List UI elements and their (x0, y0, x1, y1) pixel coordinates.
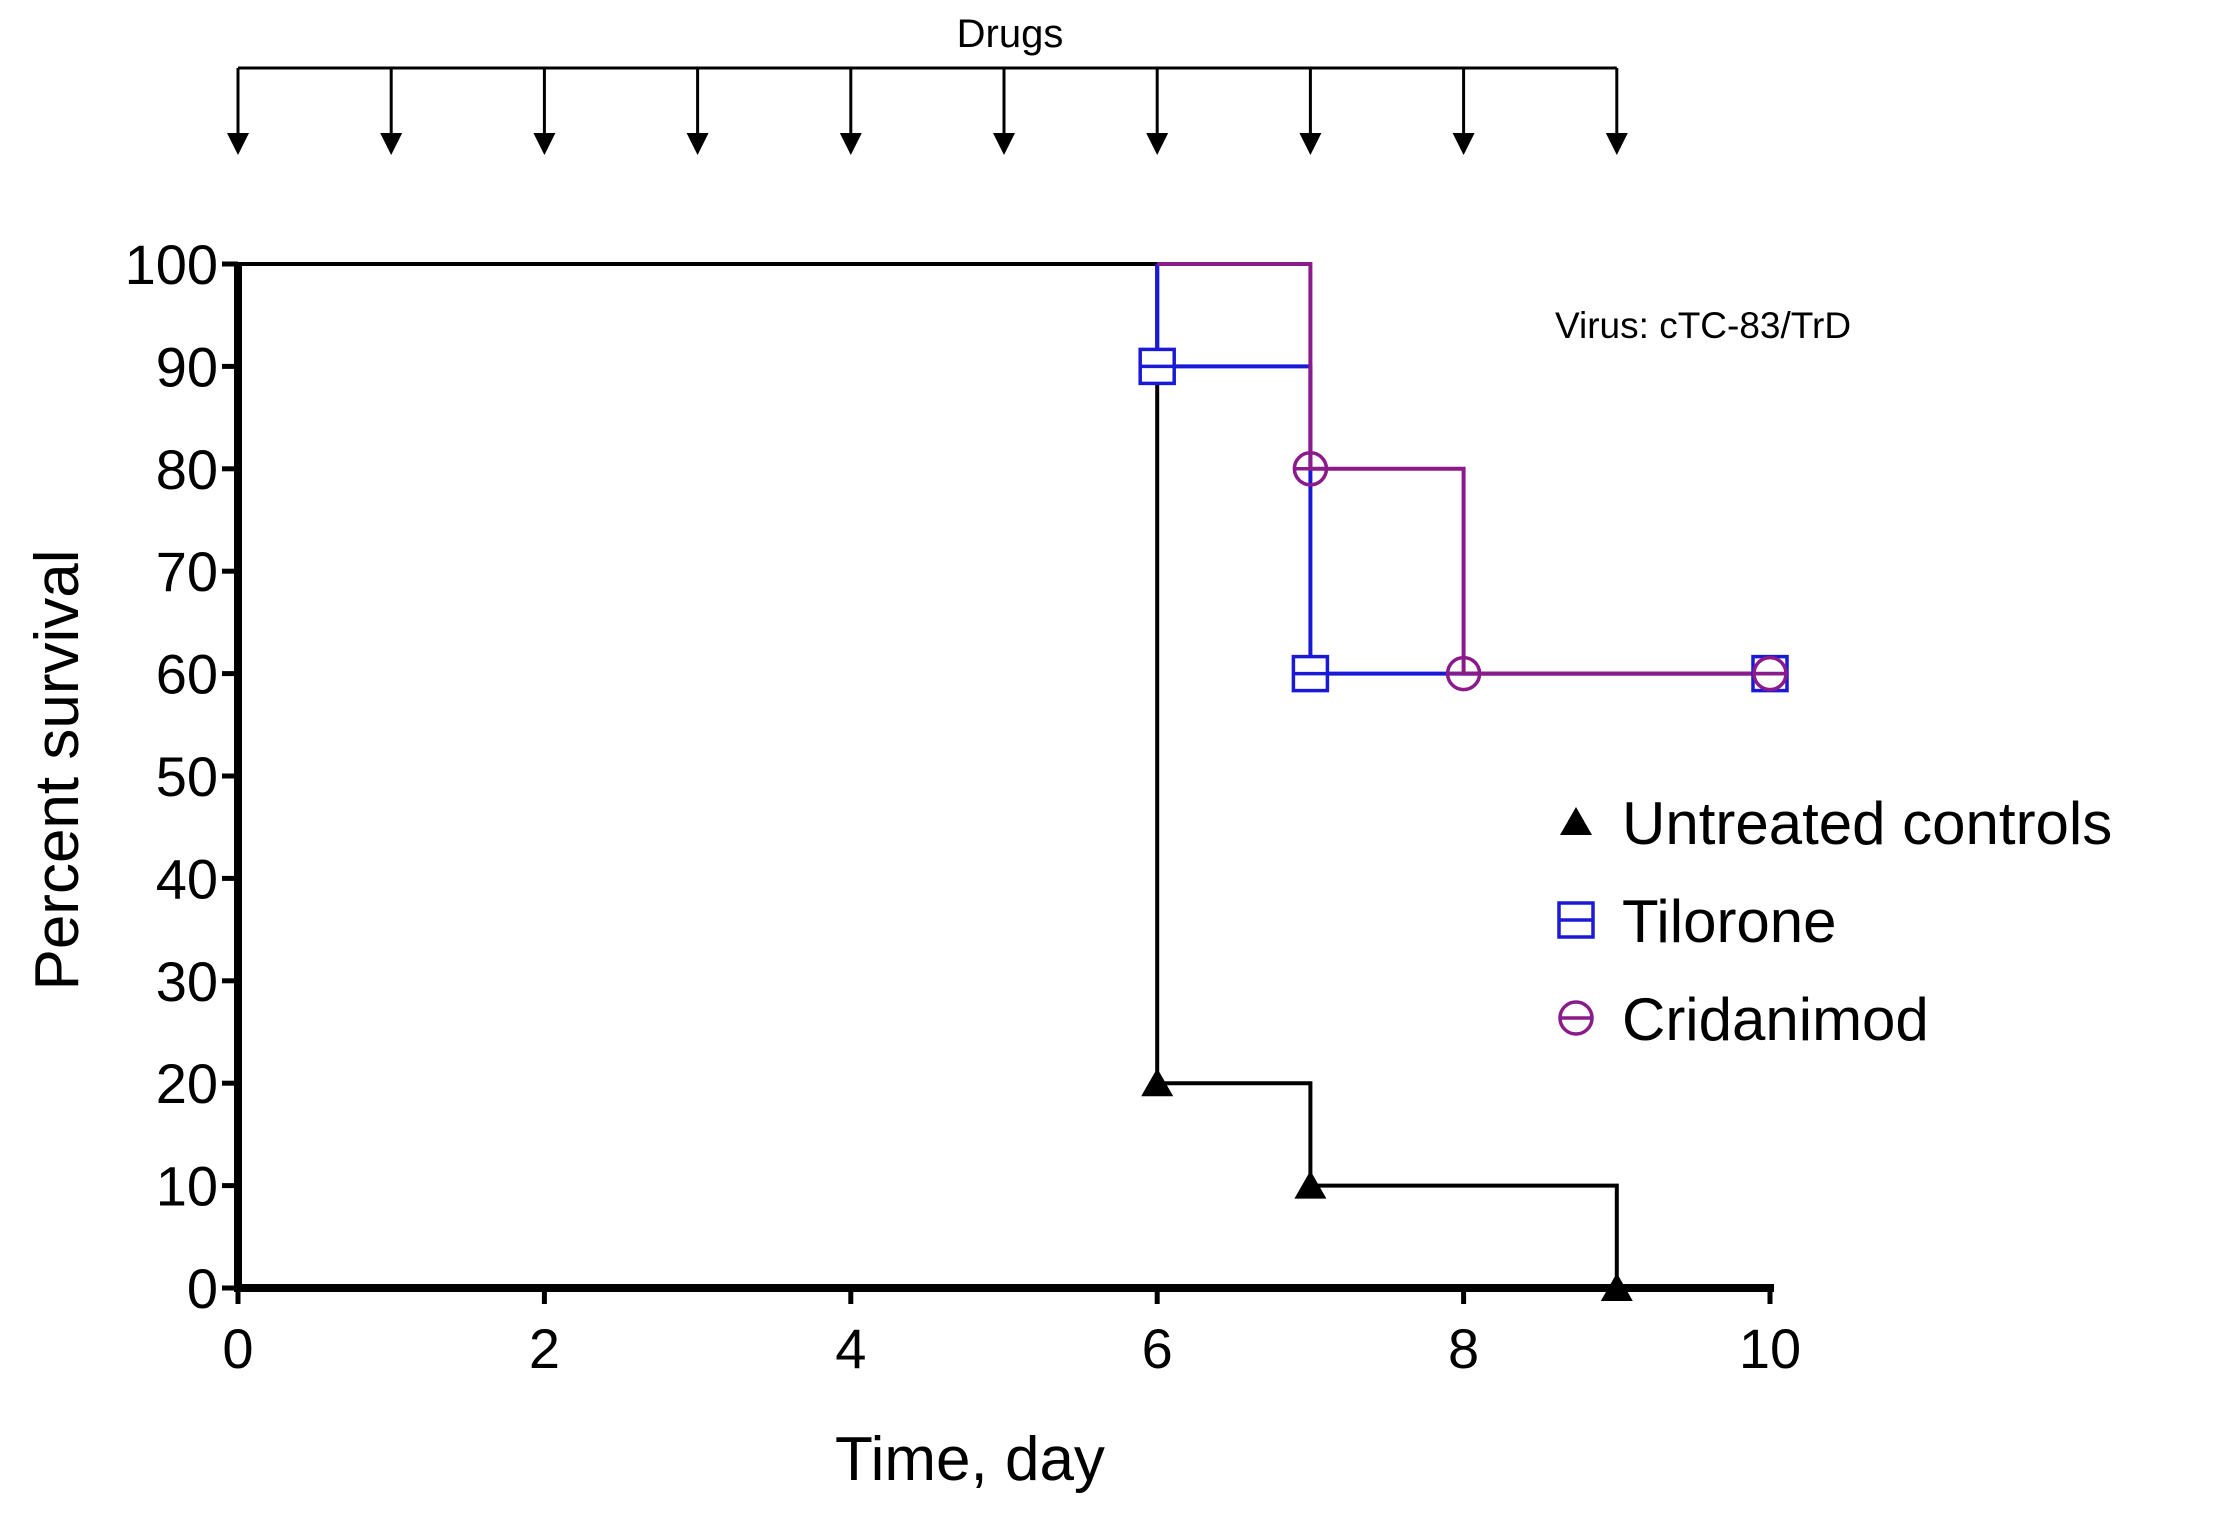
series-0-point-0 (1141, 1068, 1174, 1097)
series-0-point-1 (1294, 1170, 1327, 1199)
drug-arrow-head-7 (1299, 133, 1322, 155)
drug-label: Drugs (957, 12, 1064, 56)
drug-arrow-head-9 (1605, 133, 1628, 155)
series-layer (238, 262, 1770, 1290)
y-tick-label-10: 100 (125, 233, 218, 296)
drug-arrow-head-8 (1452, 133, 1475, 155)
virus-annotation: Virus: cTC-83/TrD (1555, 305, 1851, 346)
drug-schedule: Drugs (227, 12, 1628, 155)
drug-arrow-head-4 (839, 133, 862, 155)
y-tick-label-0: 0 (187, 1257, 218, 1320)
y-tick-label-2: 20 (156, 1052, 218, 1115)
x-tick-label-3: 6 (1142, 1317, 1173, 1380)
x-tick-label-5: 10 (1739, 1317, 1801, 1380)
y-tick-label-4: 40 (156, 847, 218, 910)
x-tick-label-0: 0 (222, 1317, 253, 1380)
axes: 0 10 20 30 40 50 60 70 80 90 100 0 2 4 6 8 10 (125, 233, 1802, 1380)
drug-arrow-head-3 (686, 133, 709, 155)
legend-marker-0 (1560, 807, 1592, 835)
legend-label-2: Cridanimod (1622, 986, 1929, 1053)
x-tick-label-1: 2 (529, 1317, 560, 1380)
drug-arrow-head-1 (380, 133, 403, 155)
x-tick-label-4: 8 (1448, 1317, 1479, 1380)
y-tick-label-1: 10 (156, 1155, 218, 1218)
y-tick-label-7: 70 (156, 540, 218, 603)
drug-arrow-head-5 (993, 133, 1015, 155)
y-axis-label: Percent survival (23, 549, 92, 990)
marker-layer (1138, 347, 1789, 1301)
legend-label-0: Untreated controls (1622, 790, 2112, 857)
y-tick-label-8: 80 (156, 438, 218, 501)
legend: Untreated controls Tilorone Cridanimod (1557, 790, 2112, 1053)
drug-arrow-head-6 (1146, 133, 1169, 155)
x-axis-label: Time, day (835, 1425, 1105, 1494)
x-tick-label-2: 4 (835, 1317, 866, 1380)
y-tick-label-3: 30 (156, 950, 218, 1013)
drug-arrow-head-0 (227, 133, 249, 155)
y-tick-label-5: 50 (156, 745, 218, 808)
series-line-0 (238, 262, 1770, 1290)
drug-arrow-head-2 (533, 133, 556, 155)
y-tick-label-6: 60 (156, 643, 218, 706)
series-line-2 (1157, 262, 1770, 676)
legend-label-1: Tilorone (1622, 888, 1837, 955)
y-tick-label-9: 90 (156, 335, 218, 398)
